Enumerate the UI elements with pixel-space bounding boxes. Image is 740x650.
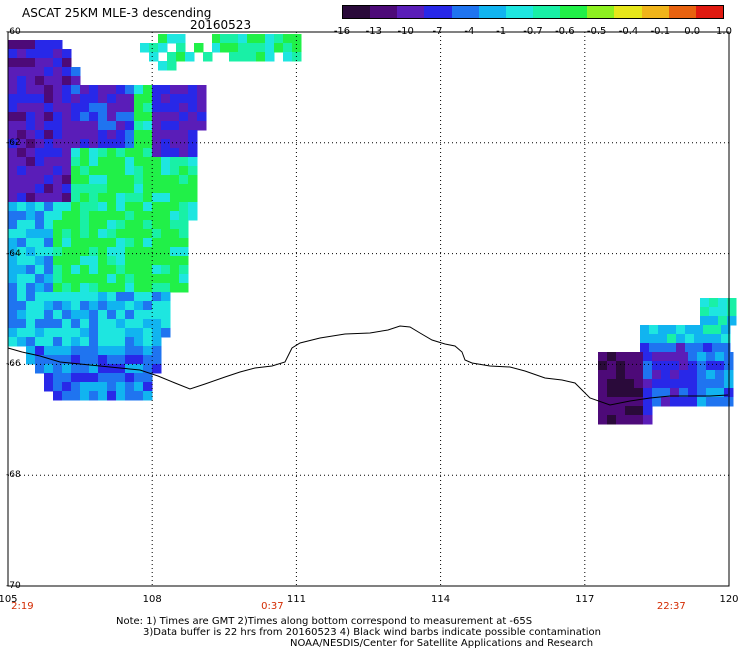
map-date: 20160523	[190, 18, 252, 32]
colorbar-segment	[397, 6, 425, 18]
colorbar-segment	[505, 6, 533, 18]
longitude-label: 108	[142, 594, 162, 605]
colorbar-segment	[695, 6, 723, 18]
colorbar-segment	[641, 6, 669, 18]
longitude-label: 105	[0, 594, 18, 605]
longitude-label: 120	[719, 594, 739, 605]
latitude-label: -66	[6, 359, 21, 370]
swath-data-layer	[8, 34, 737, 425]
note-line-2: 3)Data buffer is 22 hrs from 20160523 4)…	[143, 627, 601, 638]
colorbar-segment	[532, 6, 561, 18]
time-label: 22:37	[656, 601, 686, 612]
map-frame	[7, 31, 730, 587]
colorbar-segment	[668, 6, 696, 18]
grid-lines	[8, 32, 729, 586]
time-label: 2:19	[11, 601, 34, 612]
note-line-1: Note: 1) Times are GMT 2)Times along bot…	[116, 616, 533, 627]
colorbar-segment	[614, 6, 642, 18]
time-label: 0:37	[261, 601, 284, 612]
antarctic-coastline	[7, 325, 729, 406]
longitude-label: 114	[431, 594, 451, 605]
colorbar-segment	[478, 6, 506, 18]
longitude-label: 111	[286, 594, 306, 605]
colorbar-segment	[343, 6, 371, 18]
colorbar	[342, 5, 724, 19]
colorbar-segment	[560, 6, 588, 18]
latitude-label: -64	[6, 248, 21, 259]
note-line-3: NOAA/NESDIS/Center for Satellite Applica…	[290, 638, 594, 649]
latitude-label: -60	[6, 27, 21, 37]
colorbar-segment	[424, 6, 452, 18]
latitude-label: -68	[6, 470, 21, 481]
colorbar-segment	[451, 6, 479, 18]
colorbar-segment	[587, 6, 615, 18]
longitude-label: 117	[575, 594, 595, 605]
latitude-label: -62	[6, 137, 21, 148]
colorbar-segment	[370, 6, 398, 18]
latitude-label: -70	[6, 581, 21, 591]
map-title: ASCAT 25KM MLE-3 descending	[22, 6, 212, 20]
